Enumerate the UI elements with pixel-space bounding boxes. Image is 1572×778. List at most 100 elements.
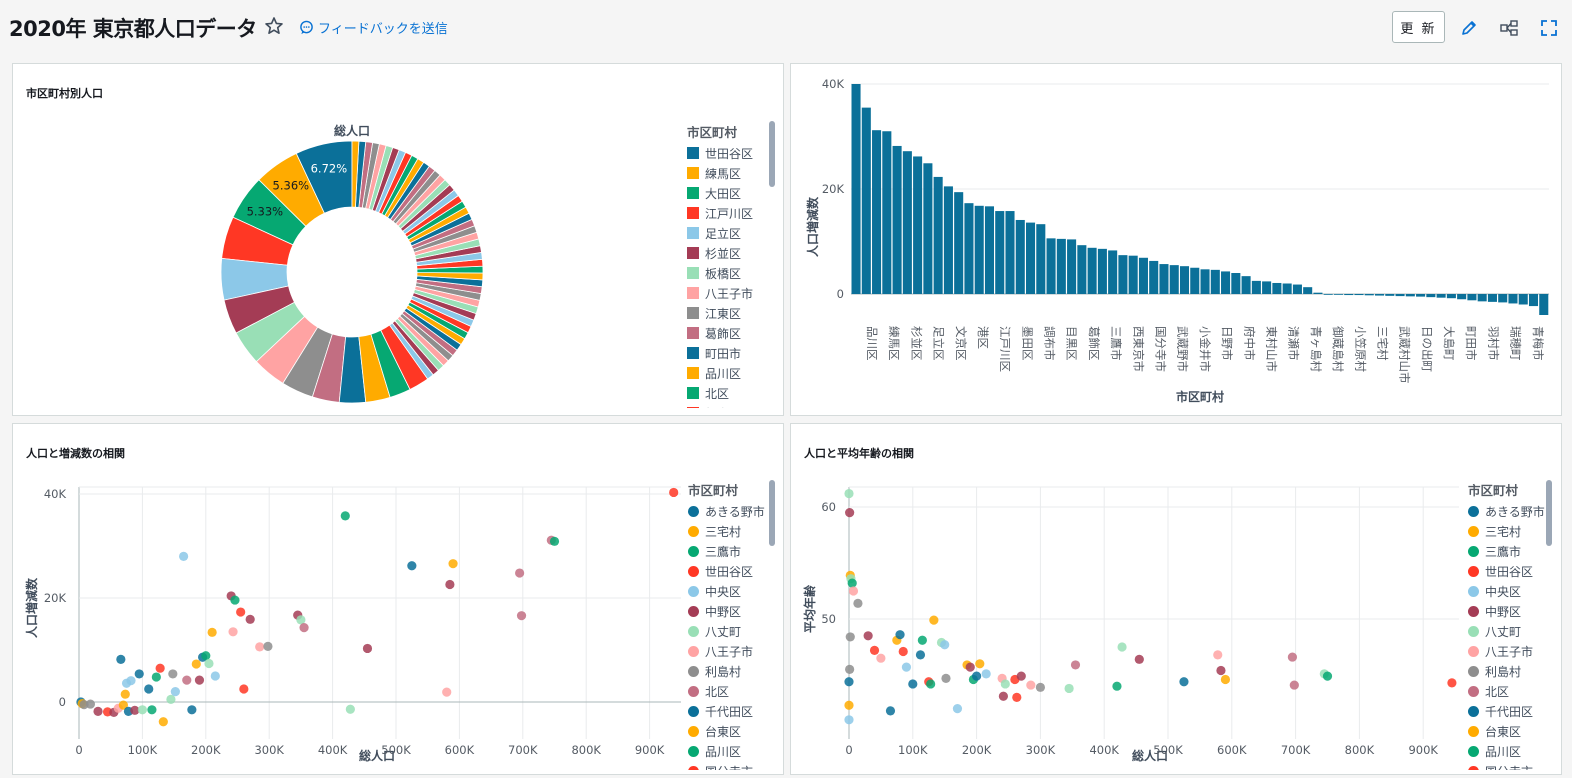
x-tick-label: 400K (318, 743, 348, 757)
donut-panel: 市区町村別人口 総人口 6.72% 5.36% 5.33% 市区町村 世田谷区 練馬区… (12, 63, 784, 416)
legend-scrollbar[interactable] (769, 121, 775, 187)
legend-item[interactable]: 八王子市 (1468, 641, 1560, 661)
bar (1036, 224, 1046, 294)
legend-swatch (688, 645, 699, 657)
legend-item[interactable]: 八王子市 (687, 283, 779, 303)
legend-item[interactable]: 北区 (688, 681, 780, 701)
scatter-point (844, 700, 854, 710)
scatter-chart-change[interactable]: 人口増減数 総人口 0 100K 200K 300K 400K 500K 600K 700K 8… (13, 424, 693, 775)
legend-swatch (1468, 705, 1479, 717)
scatter-point (941, 673, 951, 683)
legend-item[interactable]: 台東区 (688, 721, 780, 741)
fullscreen-icon[interactable] (1539, 18, 1559, 38)
legend-item[interactable]: 国分寺市 (688, 761, 780, 770)
bar-ylabel: 人口増減数 (805, 196, 820, 257)
x-tick-label: 瑞穂町 (1509, 326, 1523, 361)
legend-item[interactable]: 江東区 (687, 303, 779, 323)
x-tick-label: 小金井市 (1198, 326, 1212, 372)
bar (1303, 287, 1313, 294)
legend-item[interactable]: 足立区 (687, 223, 779, 243)
legend-item[interactable]: 大田区 (687, 183, 779, 203)
scatter-point (201, 651, 211, 661)
legend-item[interactable]: 中央区 (1468, 581, 1560, 601)
x-tick-label: 三鷹市 (1109, 326, 1123, 361)
legend-label: 三宅村 (705, 524, 742, 539)
legend-item[interactable]: 北区 (687, 383, 779, 403)
scatter-point (1134, 654, 1144, 664)
legend-item[interactable]: 練馬区 (687, 163, 779, 183)
legend-label: 世田谷区 (1485, 564, 1534, 579)
legend-item[interactable]: 八王子市 (688, 641, 780, 661)
legend-item[interactable]: あきる野市 (688, 501, 780, 521)
x-tick-label: 足立区 (932, 326, 946, 361)
legend-item[interactable]: 利島村 (1468, 661, 1560, 681)
scatter-point (170, 687, 180, 697)
legend-item[interactable]: 中野区 (1468, 601, 1560, 621)
scatter-point (448, 559, 458, 569)
legend-item[interactable]: あきる野市 (1468, 501, 1560, 521)
legend-item[interactable]: 町田市 (687, 343, 779, 363)
legend-item[interactable]: 品川区 (1468, 741, 1560, 761)
legend-item[interactable]: 葛飾区 (687, 323, 779, 343)
bar (1118, 255, 1128, 294)
legend-item[interactable]: 江戸川区 (687, 203, 779, 223)
legend-item[interactable]: 杉並区 (687, 243, 779, 263)
legend-item[interactable]: 八丈町 (688, 621, 780, 641)
legend-swatch (687, 167, 699, 179)
legend-item[interactable]: 中野区 (688, 601, 780, 621)
legend-swatch (688, 745, 699, 757)
y-tick-label: 20K (44, 591, 67, 605)
legend-label: 八王子市 (1485, 644, 1534, 659)
legend-item[interactable]: 三宅村 (1468, 521, 1560, 541)
legend-label: 八王子市 (705, 286, 754, 301)
update-button[interactable]: 更 新 (1392, 11, 1445, 43)
feedback-icon (300, 20, 313, 35)
bar-chart[interactable]: 人口増減数 市区町村 40K 20K 0 品川区 練馬区 杉並区 足立区 文京区 港区 江戸川区墨… (791, 64, 1562, 416)
bar (1333, 294, 1344, 295)
legend-item[interactable]: 世田谷区 (687, 143, 779, 163)
bar (1221, 271, 1231, 294)
legend-item[interactable]: 八丈町 (1468, 621, 1560, 641)
scatter-point (151, 672, 161, 682)
legend-label: 八丈町 (1485, 624, 1522, 639)
legend-item[interactable]: 品川区 (688, 741, 780, 761)
bar (882, 131, 892, 294)
legend-item[interactable]: 千代田区 (1468, 701, 1560, 721)
feedback-link[interactable]: フィードバックを送信 (299, 18, 448, 37)
bar (1405, 294, 1415, 297)
legend-scrollbar[interactable] (1546, 480, 1552, 546)
legend-item[interactable]: 国分寺市 (1468, 761, 1560, 770)
share-icon[interactable] (1499, 18, 1519, 38)
legend-scrollbar[interactable] (769, 480, 775, 546)
scatter-point (1117, 642, 1127, 652)
legend-label: 三鷹市 (705, 544, 742, 559)
donut-chart[interactable]: 総人口 6.72%5.36% 5.33% (13, 64, 613, 416)
legend-item[interactable]: 利島村 (688, 661, 780, 681)
scatter-chart-age[interactable]: 平均年齢 総人口 0 100K 200K 300K 400K 500K 600K 700K 80… (791, 424, 1471, 775)
legend-item[interactable]: 新宿区 (687, 403, 779, 408)
legend-item[interactable]: 世田谷区 (1468, 561, 1560, 581)
legend-label: あきる野市 (705, 504, 765, 519)
legend-item[interactable]: 中央区 (688, 581, 780, 601)
legend-item[interactable]: 千代田区 (688, 701, 780, 721)
edit-icon[interactable] (1459, 18, 1479, 38)
legend-item[interactable]: 台東区 (1468, 721, 1560, 741)
star-icon[interactable] (264, 16, 284, 36)
x-tick-label: 500K (381, 743, 411, 757)
legend-item[interactable]: 三鷹市 (688, 541, 780, 561)
legend-item[interactable]: 三宅村 (688, 521, 780, 541)
legend-item[interactable]: 板橋区 (687, 263, 779, 283)
scatter-ylabel: 平均年齢 (802, 584, 817, 633)
scatter-point (147, 705, 157, 715)
scatter-point (144, 684, 154, 694)
legend-item[interactable]: 三鷹市 (1468, 541, 1560, 561)
bar (851, 84, 861, 294)
bar (1190, 267, 1200, 294)
legend-item[interactable]: 北区 (1468, 681, 1560, 701)
scatter-point (965, 662, 975, 672)
legend-item[interactable]: 世田谷区 (688, 561, 780, 581)
legend-item[interactable]: 品川区 (687, 363, 779, 383)
legend-swatch (1468, 585, 1479, 597)
legend-swatch (688, 545, 699, 557)
legend-swatch (687, 187, 699, 199)
